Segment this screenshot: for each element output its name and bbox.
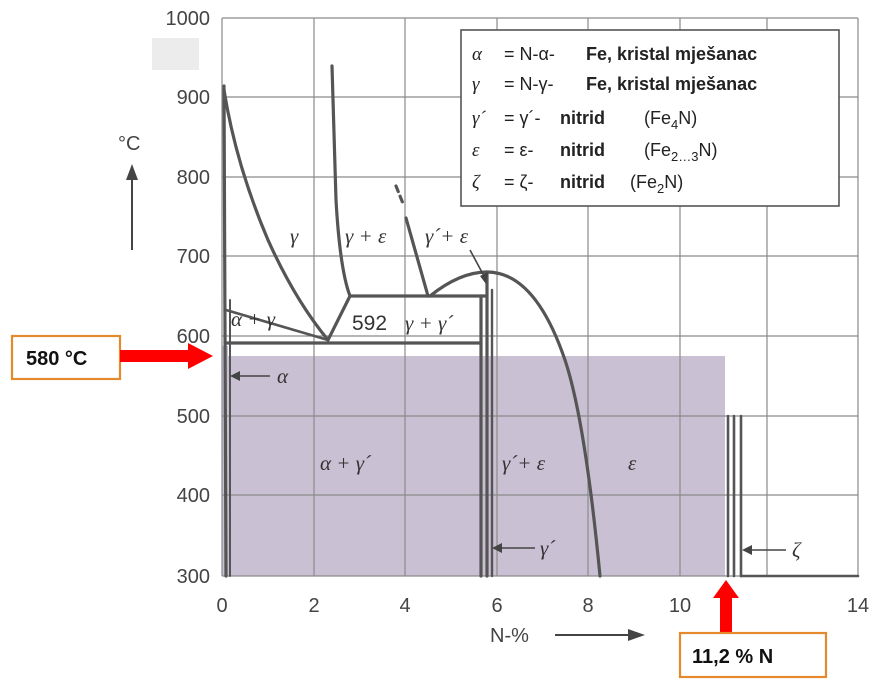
phase-boundaries xyxy=(222,64,860,578)
nitriding-region-shading xyxy=(222,356,725,576)
y-tick-label: 500 xyxy=(177,406,210,428)
x-tick-label: 2 xyxy=(308,595,319,617)
phase-label-alpha: α xyxy=(277,364,289,388)
x-tick-label: 0 xyxy=(216,595,227,617)
legend-symbol: ε xyxy=(472,140,480,161)
y-tick-label: 800 xyxy=(177,167,210,189)
eutectoid-temperature: 592 xyxy=(352,312,387,335)
legend-text: nitrid xyxy=(560,172,605,192)
legend-row: ζ = ζ- nitrid (Fe2N) xyxy=(472,172,683,196)
legend-text: nitrid xyxy=(560,140,605,160)
y-tick-label: 300 xyxy=(177,566,210,588)
legend-row: α = N-α- Fe, kristal mješanac xyxy=(472,44,757,65)
legend-formula: (Fe2N) xyxy=(630,172,683,196)
legend-symbol: γ xyxy=(472,74,480,95)
nitrogen-callout: 11,2 % N xyxy=(678,631,828,679)
legend-formula-end: N) xyxy=(664,172,683,192)
legend-formula: (Fe2…3N) xyxy=(644,140,717,164)
legend-text: Fe, kristal mješanac xyxy=(586,74,757,94)
legend-formula: (Fe4N) xyxy=(644,108,697,132)
legend-symbol: α xyxy=(472,44,483,65)
legend-formula-start: (Fe xyxy=(630,172,657,192)
legend: α = N-α- Fe, kristal mješanac γ = N-γ- F… xyxy=(460,29,840,207)
y-axis: 1000 900 800 700 600 500 400 300 xyxy=(166,8,211,588)
legend-text: nitrid xyxy=(560,108,605,128)
y-tick-label: 400 xyxy=(177,485,210,507)
y-axis-label: °C xyxy=(118,133,140,155)
legend-text: Fe, kristal mješanac xyxy=(586,44,757,64)
y-axis-arrow-icon xyxy=(126,164,138,250)
legend-symbol: ζ xyxy=(472,172,481,193)
y-tick-label: 1000 xyxy=(166,8,211,30)
x-axis-arrow-icon xyxy=(555,629,645,641)
phase-label-gammaprime-eps-top: γ´+ ε xyxy=(425,224,469,248)
legend-row: ε = ε- nitrid (Fe2…3N) xyxy=(472,140,717,164)
nitrogen-callout-text: 11,2 % N xyxy=(692,646,773,668)
legend-formula-end: N) xyxy=(678,108,697,128)
phase-label-alpha-gammaprime: α + γ´ xyxy=(320,451,372,475)
legend-eq: = ε- xyxy=(504,140,534,160)
phase-label-gamma: γ xyxy=(290,224,299,248)
gamma-prime-bottom-pointer-icon xyxy=(492,543,535,553)
x-tick-label: 4 xyxy=(399,595,410,617)
temperature-callout: 580 °C xyxy=(10,334,122,381)
legend-formula-end: N) xyxy=(698,140,717,160)
legend-eq: = ζ- xyxy=(504,172,533,192)
temperature-arrow-icon xyxy=(120,343,213,369)
alpha-pointer-icon xyxy=(230,371,270,381)
y-tick-label: 700 xyxy=(177,246,210,268)
x-tick-label: 6 xyxy=(491,595,502,617)
phase-label-gammaprime-eps: γ´+ ε xyxy=(502,451,546,475)
x-axis-label: N-% xyxy=(490,625,529,647)
nitrogen-arrow-icon xyxy=(713,580,739,634)
y-tick-label: 900 xyxy=(177,87,210,109)
gamma-prime-pointer-icon xyxy=(469,249,488,284)
legend-formula-subscript: 2 xyxy=(657,181,664,196)
x-axis: 0 2 4 6 8 10 14 xyxy=(216,595,869,617)
temperature-callout-text: 580 °C xyxy=(26,348,87,370)
legend-formula-start: (Fe xyxy=(644,108,671,128)
phase-label-alpha-gamma: α + γ xyxy=(231,307,276,331)
legend-row: γ´ = γ´- nitrid (Fe4N) xyxy=(472,108,697,132)
phase-label-gamma-eps: γ + ε xyxy=(345,224,387,248)
y-tick-label: 600 xyxy=(177,326,210,348)
x-tick-label: 10 xyxy=(669,595,691,617)
legend-eq: = N-α- xyxy=(504,44,555,64)
legend-eq: = N-γ- xyxy=(504,74,554,94)
legend-row: γ = N-γ- Fe, kristal mješanac xyxy=(472,74,757,95)
x-tick-label: 8 xyxy=(582,595,593,617)
x-tick-label: 14 xyxy=(847,595,869,617)
legend-eq: = γ´- xyxy=(504,108,541,128)
phase-label-gamma-gammaprime: γ + γ´ xyxy=(405,311,454,335)
legend-formula-subscript: 2…3 xyxy=(671,149,698,164)
legend-symbol: γ´ xyxy=(472,108,486,129)
corner-patch xyxy=(152,38,199,70)
phase-label-gammaprime: γ´ xyxy=(540,536,556,560)
zeta-pointer-icon xyxy=(742,545,786,555)
phase-label-eps: ε xyxy=(628,451,637,475)
legend-formula-subscript: 4 xyxy=(671,117,678,132)
phase-label-zeta: ζ xyxy=(792,538,802,562)
legend-formula-start: (Fe xyxy=(644,140,671,160)
